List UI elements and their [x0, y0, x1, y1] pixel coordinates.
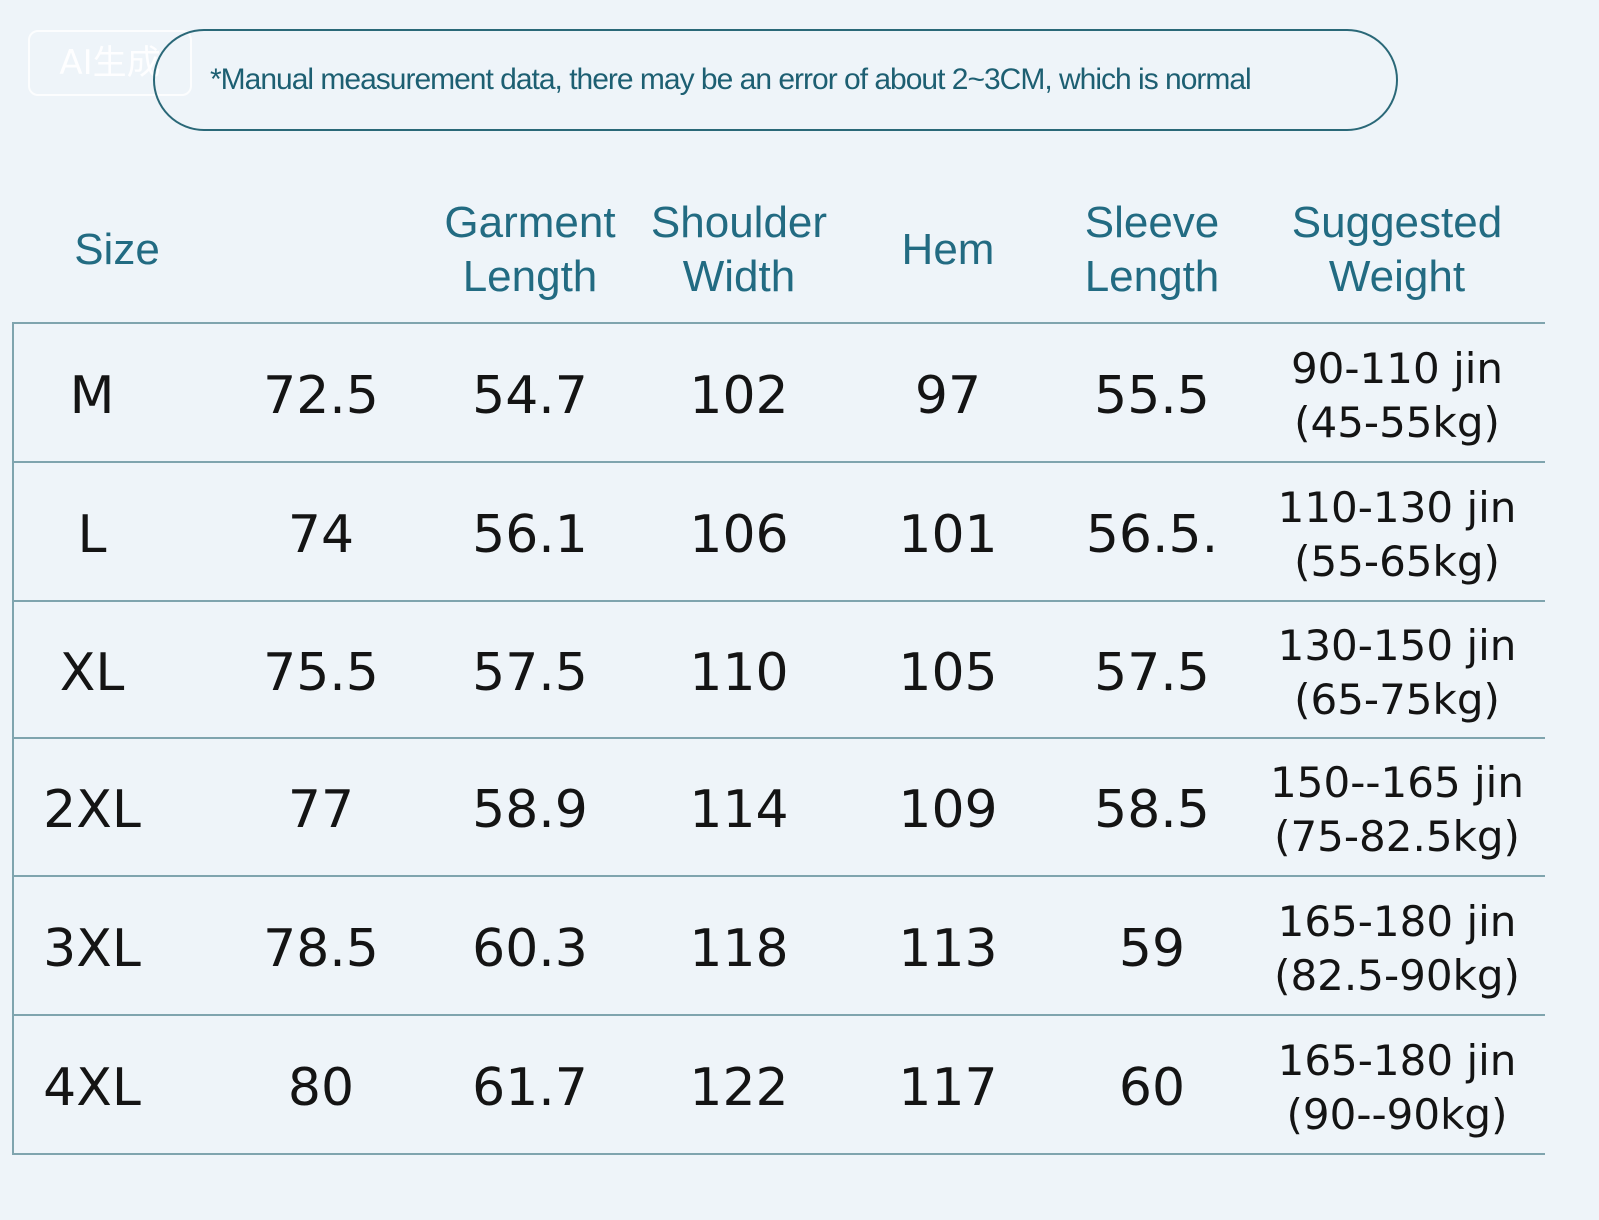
- weight-text: 165-180 jin: [1277, 1035, 1517, 1085]
- measurement: 61.7: [472, 1057, 588, 1118]
- measurement: 106: [689, 504, 789, 565]
- row-divider: [12, 737, 1545, 739]
- row-divider: [12, 461, 1545, 463]
- weight-text: 165-180 jin: [1277, 896, 1517, 946]
- measurement: 59: [1118, 918, 1186, 979]
- row-divider: [12, 322, 1545, 324]
- measurement: 56.1: [472, 504, 588, 565]
- measurement: 78.5: [263, 918, 379, 979]
- weight-text: 90-110 jin: [1290, 343, 1504, 393]
- measurement: 117: [898, 1057, 998, 1118]
- measurement: 118: [689, 918, 789, 979]
- measurement: 60.3: [472, 918, 588, 979]
- column-header: Shoulder Width: [650, 198, 828, 301]
- measurement: 55.5: [1094, 365, 1210, 426]
- measurement: 57.5: [472, 642, 588, 703]
- weight-text: 110-130 jin: [1277, 482, 1517, 532]
- measurement: 77: [287, 780, 355, 840]
- measurement: 75.5: [263, 642, 379, 703]
- measurement: 58.5: [1094, 780, 1210, 840]
- weight-text: (65-75kg): [1294, 674, 1500, 724]
- size-label: L: [77, 504, 107, 565]
- table-border: [12, 322, 14, 1155]
- measurement: 74: [287, 504, 355, 565]
- size-label: 3XL: [43, 918, 141, 979]
- note: *Manual measurement data, there may be a…: [153, 29, 1398, 131]
- row-divider: [12, 1014, 1545, 1016]
- measurement: 97: [914, 365, 982, 426]
- measurement: 72.5: [263, 365, 379, 426]
- measurement: 102: [689, 365, 789, 426]
- row-divider: [12, 1153, 1545, 1155]
- measurement: 122: [689, 1057, 789, 1118]
- size-label: 2XL: [43, 780, 141, 840]
- size-label: 4XL: [43, 1057, 141, 1118]
- column-header: Garment Length: [444, 198, 616, 301]
- measurement: 57.5: [1094, 642, 1210, 703]
- weight-text: (90--90kg): [1286, 1089, 1508, 1139]
- measurement: 110: [689, 642, 789, 703]
- weight-text: (75-82.5kg): [1274, 812, 1520, 861]
- measurement: 60: [1118, 1057, 1186, 1118]
- measurement: 109: [898, 780, 998, 840]
- weight-text: 150--165 jin: [1270, 758, 1524, 807]
- measurement: 101: [898, 504, 998, 565]
- measurement: 58.9: [472, 780, 588, 840]
- column-header: Sleeve Length: [1084, 198, 1220, 301]
- watermark: AI生成: [28, 30, 192, 96]
- weight-text: 130-150 jin: [1277, 620, 1517, 670]
- column-header: Suggested Weight: [1291, 198, 1503, 301]
- measurement: 114: [689, 780, 789, 840]
- size-label: XL: [59, 642, 125, 703]
- measurement: 56.5.: [1085, 504, 1219, 565]
- measurement: 80: [287, 1057, 355, 1118]
- row-divider: [12, 600, 1545, 602]
- measurement: 113: [898, 918, 998, 979]
- measurement: 105: [898, 642, 998, 703]
- row-divider: [12, 875, 1545, 877]
- column-header: Hem: [901, 225, 995, 274]
- weight-text: (45-55kg): [1294, 397, 1500, 447]
- measurement: 54.7: [472, 365, 588, 426]
- column-header: Size: [74, 225, 160, 274]
- weight-text: (82.5-90kg): [1274, 950, 1520, 1000]
- size-label: M: [69, 365, 115, 426]
- weight-text: (55-65kg): [1294, 536, 1500, 586]
